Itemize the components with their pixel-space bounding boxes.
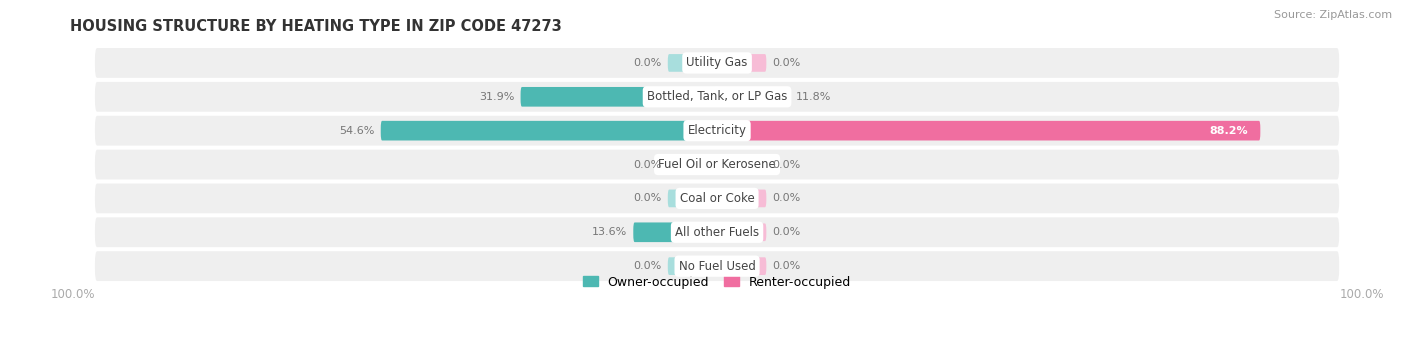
FancyBboxPatch shape <box>668 223 717 241</box>
FancyBboxPatch shape <box>717 54 766 72</box>
Text: Bottled, Tank, or LP Gas: Bottled, Tank, or LP Gas <box>647 90 787 103</box>
FancyBboxPatch shape <box>717 88 766 106</box>
FancyBboxPatch shape <box>96 217 1339 247</box>
FancyBboxPatch shape <box>633 222 717 242</box>
Text: 54.6%: 54.6% <box>339 126 374 136</box>
FancyBboxPatch shape <box>96 183 1339 213</box>
FancyBboxPatch shape <box>668 88 717 106</box>
FancyBboxPatch shape <box>668 122 717 139</box>
FancyBboxPatch shape <box>717 223 766 241</box>
FancyBboxPatch shape <box>96 251 1339 281</box>
FancyBboxPatch shape <box>668 54 717 72</box>
Text: 31.9%: 31.9% <box>479 92 515 102</box>
Text: 0.0%: 0.0% <box>633 160 662 169</box>
Text: 0.0%: 0.0% <box>772 160 801 169</box>
Text: 11.8%: 11.8% <box>796 92 831 102</box>
Text: 0.0%: 0.0% <box>772 227 801 237</box>
FancyBboxPatch shape <box>668 190 717 207</box>
FancyBboxPatch shape <box>96 48 1339 78</box>
FancyBboxPatch shape <box>96 82 1339 112</box>
Text: 0.0%: 0.0% <box>772 261 801 271</box>
Text: 0.0%: 0.0% <box>633 193 662 203</box>
FancyBboxPatch shape <box>717 156 766 173</box>
FancyBboxPatch shape <box>668 257 717 275</box>
Text: 88.2%: 88.2% <box>1209 126 1249 136</box>
Text: 0.0%: 0.0% <box>633 261 662 271</box>
Text: 0.0%: 0.0% <box>772 58 801 68</box>
Text: 0.0%: 0.0% <box>772 193 801 203</box>
Text: All other Fuels: All other Fuels <box>675 226 759 239</box>
Legend: Owner-occupied, Renter-occupied: Owner-occupied, Renter-occupied <box>582 276 852 288</box>
Text: 100.0%: 100.0% <box>1339 288 1384 301</box>
FancyBboxPatch shape <box>381 121 717 140</box>
Text: Electricity: Electricity <box>688 124 747 137</box>
FancyBboxPatch shape <box>717 87 790 107</box>
FancyBboxPatch shape <box>520 87 717 107</box>
Text: Source: ZipAtlas.com: Source: ZipAtlas.com <box>1274 10 1392 20</box>
FancyBboxPatch shape <box>668 156 717 173</box>
Text: 100.0%: 100.0% <box>51 288 96 301</box>
Text: 0.0%: 0.0% <box>633 58 662 68</box>
Text: No Fuel Used: No Fuel Used <box>679 260 755 273</box>
Text: Coal or Coke: Coal or Coke <box>679 192 755 205</box>
FancyBboxPatch shape <box>717 190 766 207</box>
FancyBboxPatch shape <box>717 257 766 275</box>
FancyBboxPatch shape <box>96 116 1339 146</box>
FancyBboxPatch shape <box>96 150 1339 179</box>
FancyBboxPatch shape <box>717 121 1260 140</box>
Text: 13.6%: 13.6% <box>592 227 627 237</box>
Text: HOUSING STRUCTURE BY HEATING TYPE IN ZIP CODE 47273: HOUSING STRUCTURE BY HEATING TYPE IN ZIP… <box>70 19 562 34</box>
Text: Fuel Oil or Kerosene: Fuel Oil or Kerosene <box>658 158 776 171</box>
Text: Utility Gas: Utility Gas <box>686 56 748 70</box>
FancyBboxPatch shape <box>717 122 766 139</box>
